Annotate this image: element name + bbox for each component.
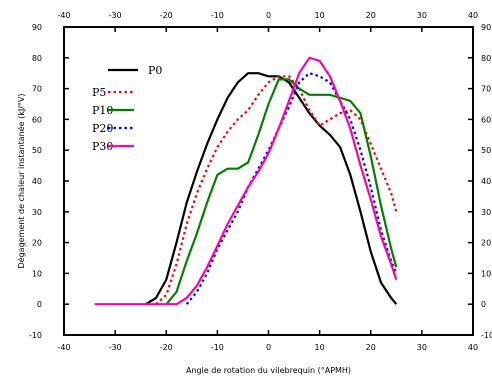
x-tick-label-top: 20	[366, 11, 376, 20]
x-tick-label-top: 30	[417, 11, 427, 20]
legend-label-p30: P30	[92, 140, 113, 153]
y-tick-label-left: 40	[32, 177, 42, 186]
tick-labels: -40 -40 -30 -30 -20 -20 -10 -10 0 0 10 10 20 20 30 30 40…	[29, 11, 492, 352]
y-tick-label-left: 70	[32, 85, 42, 94]
y-tick-label-left: 90	[32, 23, 42, 32]
series-line-p0	[145, 72, 398, 306]
y-tick-label-left: 60	[32, 115, 42, 124]
y-tick-label-right: 50	[481, 146, 491, 155]
y-tick-label-right: 20	[481, 239, 491, 248]
y-tick-label-left: 30	[32, 208, 42, 217]
y-tick-label-left: -10	[29, 331, 42, 340]
x-tick-label-top: -30	[109, 11, 122, 20]
legend-label-p20: P20	[92, 122, 113, 135]
series-line-p5	[155, 75, 398, 306]
axis-ticks	[63, 26, 474, 336]
x-tick-label-bottom: 30	[417, 343, 427, 352]
y-tick-label-left: 50	[32, 146, 42, 155]
x-tick-label-top: 0	[266, 11, 271, 20]
x-tick-label-bottom: 10	[315, 343, 325, 352]
y-tick-label-right: 10	[481, 269, 491, 278]
x-tick-label-bottom: 20	[366, 343, 376, 352]
y-axis-label: Dégagement de chaleur instantanée (kJ/°V…	[16, 94, 26, 269]
y-tick-label-left: 80	[32, 54, 42, 63]
x-axis-label: Angle de rotation du vilebrequin (°APMH)	[186, 366, 351, 375]
x-tick-label-bottom: 0	[266, 343, 271, 352]
x-tick-label-top: 10	[315, 11, 325, 20]
series-line-p10	[165, 78, 398, 305]
series-line-p20	[185, 72, 398, 305]
y-tick-label-right: 60	[481, 115, 491, 124]
legend: P0 P5 P10 P20 P30	[92, 64, 162, 153]
y-tick-label-right: 30	[481, 208, 491, 217]
legend-label-p0: P0	[148, 64, 162, 77]
series-line-p30	[94, 56, 398, 306]
y-tick-label-left: 0	[37, 300, 42, 309]
x-tick-label-top: -10	[211, 11, 224, 20]
x-tick-label-top: -20	[160, 11, 173, 20]
y-tick-label-right: 80	[481, 54, 491, 63]
x-tick-label-bottom: 40	[468, 343, 478, 352]
y-tick-label-right: -10	[481, 331, 492, 340]
y-tick-label-left: 20	[32, 239, 42, 248]
x-tick-label-top: 40	[468, 11, 478, 20]
y-tick-label-left: 10	[32, 269, 42, 278]
y-tick-label-right: 0	[481, 300, 486, 309]
x-tick-label-bottom: -40	[57, 343, 70, 352]
legend-label-p10: P10	[92, 104, 113, 117]
y-tick-label-right: 90	[481, 23, 491, 32]
y-tick-label-right: 40	[481, 177, 491, 186]
series-group	[94, 56, 398, 306]
y-tick-label-right: 70	[481, 85, 491, 94]
legend-label-p5: P5	[92, 86, 106, 99]
x-tick-label-top: -40	[57, 11, 70, 20]
x-tick-label-bottom: -20	[160, 343, 173, 352]
x-tick-label-bottom: -30	[109, 343, 122, 352]
x-tick-label-bottom: -10	[211, 343, 224, 352]
